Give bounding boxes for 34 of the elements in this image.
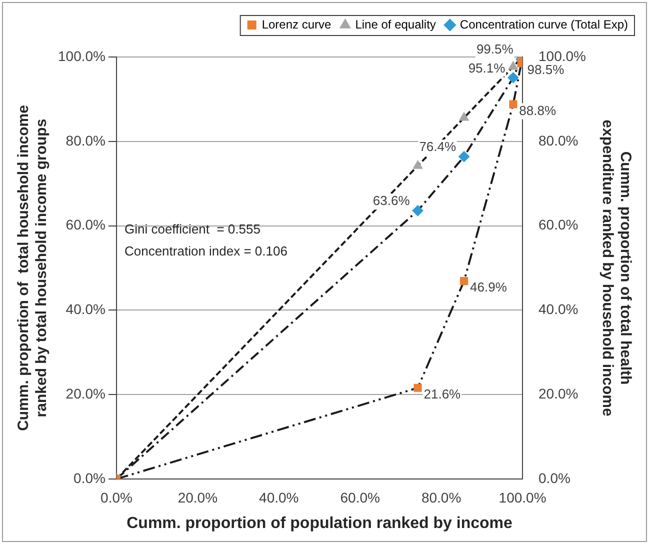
annotation: Gini coefficient = 0.555 — [124, 222, 260, 237]
y2-axis-title: Cumm. proportion of total health expenditure ranked by household income — [598, 120, 634, 416]
y-tick-label: 100.0% — [58, 48, 106, 64]
data-label: 76.4% — [419, 139, 456, 154]
legend-label: Concentration curve (Total Exp) — [460, 17, 628, 32]
y2-tick-label: 40.0% — [538, 301, 578, 318]
data-label: 46.9% — [470, 280, 508, 295]
data-label: 98.5% — [527, 62, 565, 77]
y-tick-label: 80.0% — [66, 132, 106, 148]
legend-label: Line of equality — [355, 17, 436, 32]
y2-tick-label: 80.0% — [538, 132, 578, 148]
x-tick-label: 60.0% — [340, 489, 380, 506]
data-label: 95.1% — [468, 60, 506, 76]
x-tick-label: 80.0% — [421, 489, 462, 506]
x-tick-label: 20.0% — [178, 489, 218, 506]
y-axis-title: Cumm. proportion of total household income ranked by total household income groups — [15, 105, 50, 431]
legend-label: Lorenz curve — [262, 17, 332, 32]
y2-tick-label: 60.0% — [538, 216, 578, 233]
x-tick-label: 100.0% — [498, 489, 546, 506]
y2-tick-label: 100.0% — [538, 48, 586, 64]
y-tick-label: 20.0% — [66, 385, 106, 402]
y-tick-label: 40.0% — [66, 301, 106, 318]
x-tick-label: 0.0% — [100, 489, 132, 506]
data-label: 63.6% — [372, 193, 410, 208]
annotation: Concentration index = 0.106 — [124, 244, 288, 259]
y2-tick-label: 0.0% — [538, 470, 570, 486]
data-label: 88.8% — [519, 102, 556, 118]
data-label: 21.6% — [424, 386, 462, 402]
data-label: 99.5% — [476, 42, 514, 57]
y-tick-label: 60.0% — [66, 216, 106, 233]
x-axis-title: Cumm. proportion of population ranked by income — [126, 514, 512, 532]
x-tick-label: 40.0% — [259, 489, 299, 506]
y-tick-label: 0.0% — [74, 470, 106, 486]
y2-tick-label: 20.0% — [538, 385, 578, 402]
